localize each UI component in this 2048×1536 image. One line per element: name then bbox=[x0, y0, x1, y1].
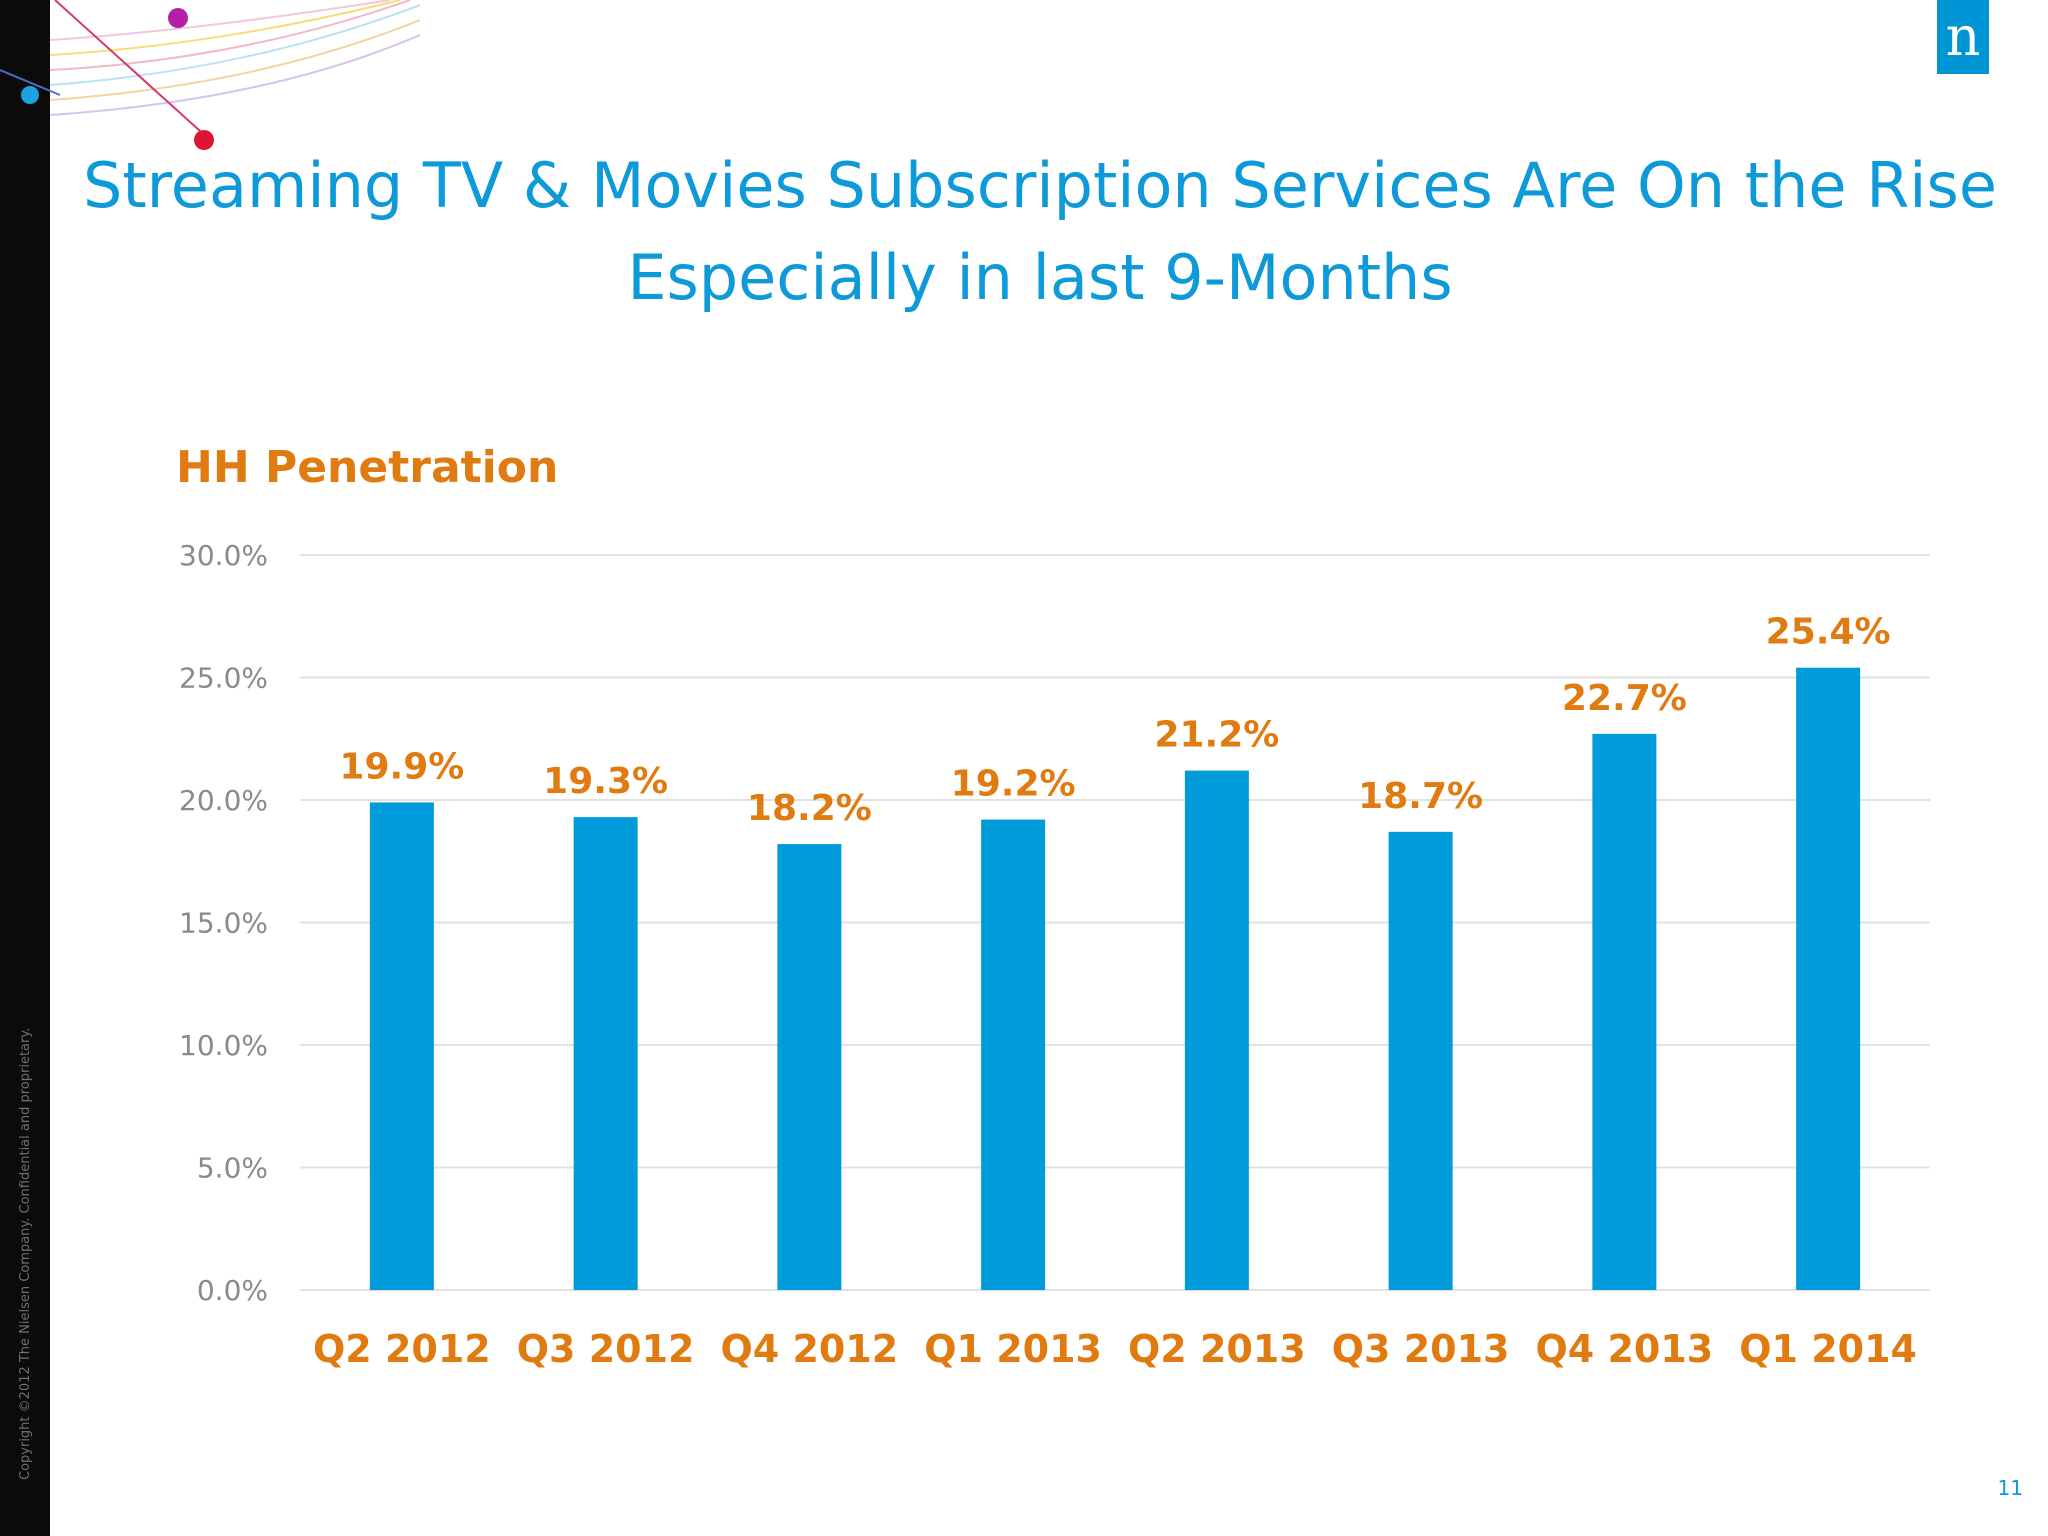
y-tick-label: 15.0% bbox=[179, 907, 268, 940]
x-tick-label: Q2 2013 bbox=[1128, 1327, 1306, 1371]
data-label: 19.9% bbox=[339, 746, 464, 787]
x-tick-label: Q1 2013 bbox=[924, 1327, 1102, 1371]
y-tick-label: 20.0% bbox=[179, 784, 268, 817]
page-number: 11 bbox=[1997, 1476, 2023, 1500]
y-tick-label: 0.0% bbox=[197, 1274, 268, 1307]
title-line-2: Especially in last 9-Months bbox=[627, 241, 1453, 314]
data-label: 22.7% bbox=[1562, 678, 1687, 719]
y-tick-label: 25.0% bbox=[179, 662, 268, 695]
x-tick-label: Q3 2013 bbox=[1332, 1327, 1510, 1371]
y-tick-label: 10.0% bbox=[179, 1029, 268, 1062]
data-label: 19.3% bbox=[543, 761, 668, 802]
bar bbox=[1796, 667, 1861, 1290]
bar bbox=[573, 817, 638, 1290]
bar bbox=[1184, 770, 1249, 1290]
bar bbox=[369, 802, 434, 1290]
x-tick-label: Q1 2014 bbox=[1739, 1327, 1917, 1371]
bar bbox=[1592, 733, 1657, 1290]
chart-title: HH Penetration bbox=[176, 442, 559, 493]
bar bbox=[777, 844, 842, 1290]
x-tick-label: Q4 2013 bbox=[1536, 1327, 1714, 1371]
purple-dot-icon bbox=[168, 8, 188, 28]
decorative-arcs-graphic bbox=[0, 0, 420, 150]
slide-title: Streaming TV & Movies Subscription Servi… bbox=[60, 140, 2020, 324]
nielsen-logo-icon: n bbox=[1937, 0, 1989, 74]
data-label: 19.2% bbox=[951, 764, 1076, 805]
y-tick-label: 30.0% bbox=[179, 539, 268, 572]
data-label: 18.2% bbox=[747, 788, 872, 829]
left-side-bar bbox=[0, 0, 50, 1536]
data-label: 25.4% bbox=[1766, 612, 1891, 653]
data-label: 21.2% bbox=[1154, 715, 1279, 756]
x-tick-label: Q3 2012 bbox=[517, 1327, 695, 1371]
bar bbox=[1388, 831, 1453, 1290]
red-dot-icon bbox=[194, 130, 214, 150]
y-tick-label: 5.0% bbox=[197, 1152, 268, 1185]
data-label: 18.7% bbox=[1358, 776, 1483, 817]
x-tick-label: Q2 2012 bbox=[313, 1327, 491, 1371]
bar bbox=[981, 819, 1046, 1290]
x-tick-label: Q4 2012 bbox=[721, 1327, 899, 1371]
bar-chart: 0.0% 5.0% 10.0% 15.0% 20.0% 25.0% 30.0% 19.9% Q2… bbox=[179, 539, 1930, 1371]
blue-dot-icon bbox=[21, 86, 39, 104]
title-line-1: Streaming TV & Movies Subscription Servi… bbox=[83, 149, 1997, 222]
